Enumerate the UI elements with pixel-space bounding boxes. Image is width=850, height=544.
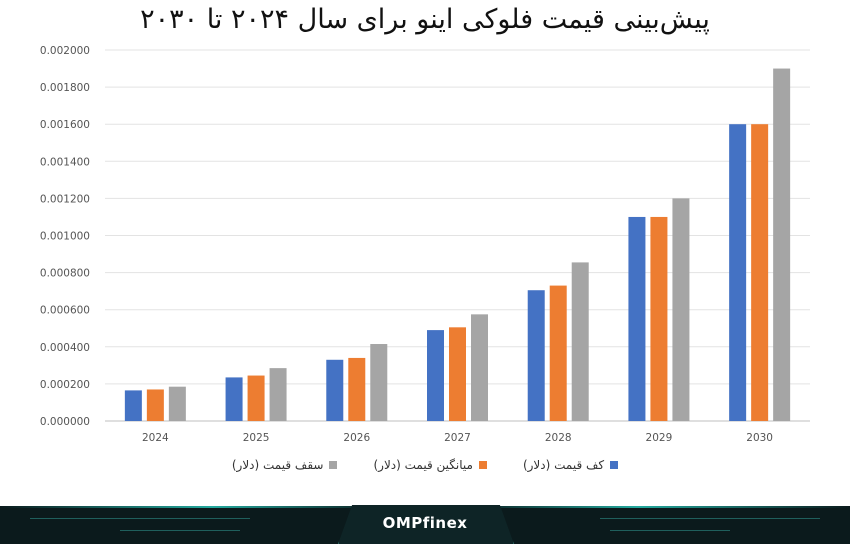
y-tick-label: 0.001000: [40, 231, 90, 243]
x-category-label: 2028: [545, 432, 572, 444]
legend-item-average: میانگین قیمت (دلار): [373, 458, 487, 472]
bar-2027-series-0: [427, 330, 444, 421]
legend-label-average: میانگین قیمت (دلار): [373, 458, 473, 472]
legend-swatch-average: [478, 461, 487, 469]
legend-swatch-ceiling: [329, 461, 338, 469]
bar-2024-series-1: [146, 389, 164, 421]
y-tick-label: 0.001200: [40, 193, 90, 205]
bar-2026-series-0: [326, 359, 344, 421]
legend-item-floor: کف قیمت (دلار): [522, 458, 619, 472]
y-tick-label: 0.001800: [40, 82, 90, 94]
brand-plate: [338, 505, 514, 544]
bar-2028-series-2: [571, 262, 589, 421]
x-category-label: 2030: [746, 432, 773, 444]
y-tick-label: 0.000800: [40, 268, 90, 280]
bar-2030-series-1: [751, 124, 769, 421]
bar-2030-series-0: [729, 124, 747, 421]
x-category-label: 2025: [243, 432, 270, 444]
y-tick-label: 0.000400: [40, 342, 90, 354]
bar-2029-series-1: [650, 216, 668, 421]
x-category-label: 2027: [444, 432, 471, 444]
legend: کف قیمت (دلار) میانگین قیمت (دلار) سقف ق…: [0, 458, 850, 472]
bars: [124, 68, 791, 422]
y-tick-label: 0.002000: [40, 45, 90, 57]
y-axis-ticks: 0.000000 0.000200 0.000400 0.000600 0.000800…: [40, 45, 90, 428]
legend-swatch-floor: [610, 461, 619, 469]
bar-2026-series-1: [348, 357, 366, 421]
x-axis-categories: 2024 2025 2026 2027 2028 2029 2030: [142, 432, 773, 444]
bar-2027-series-1: [449, 327, 466, 421]
chart-title: پیش‌بینی قیمت فلوکی اینو برای سال ۲۰۲۴ ت…: [140, 4, 710, 35]
bar-2025-series-1: [247, 375, 265, 421]
bar-2028-series-0: [527, 290, 545, 421]
y-tick-label: 0.001600: [40, 119, 90, 131]
bar-2026-series-2: [370, 344, 388, 421]
bar-2029-series-2: [672, 198, 690, 421]
x-category-label: 2026: [343, 432, 370, 444]
legend-item-ceiling: سقف قیمت (دلار): [232, 458, 338, 472]
y-tick-label: 0.000000: [40, 416, 90, 428]
bar-2029-series-0: [628, 216, 646, 421]
brand-logo: OMPfinex: [382, 514, 468, 532]
y-tick-label: 0.000200: [40, 379, 90, 391]
bar-2027-series-2: [471, 314, 488, 421]
y-tick-label: 0.001400: [40, 156, 90, 168]
y-tick-label: 0.000600: [40, 305, 90, 317]
bar-2030-series-2: [773, 68, 791, 422]
x-category-label: 2029: [646, 432, 673, 444]
bar-2028-series-1: [549, 285, 567, 421]
legend-label-ceiling: سقف قیمت (دلار): [231, 458, 324, 472]
x-category-label: 2024: [142, 432, 169, 444]
bar-2024-series-2: [168, 386, 186, 421]
bar-2025-series-0: [225, 377, 243, 421]
bar-2025-series-2: [269, 368, 287, 421]
legend-label-floor: کف قیمت (دلار): [522, 458, 605, 472]
bar-2024-series-0: [124, 390, 142, 421]
bar-chart: 0.000000 0.000200 0.000400 0.000600 0.000800…: [40, 45, 810, 444]
